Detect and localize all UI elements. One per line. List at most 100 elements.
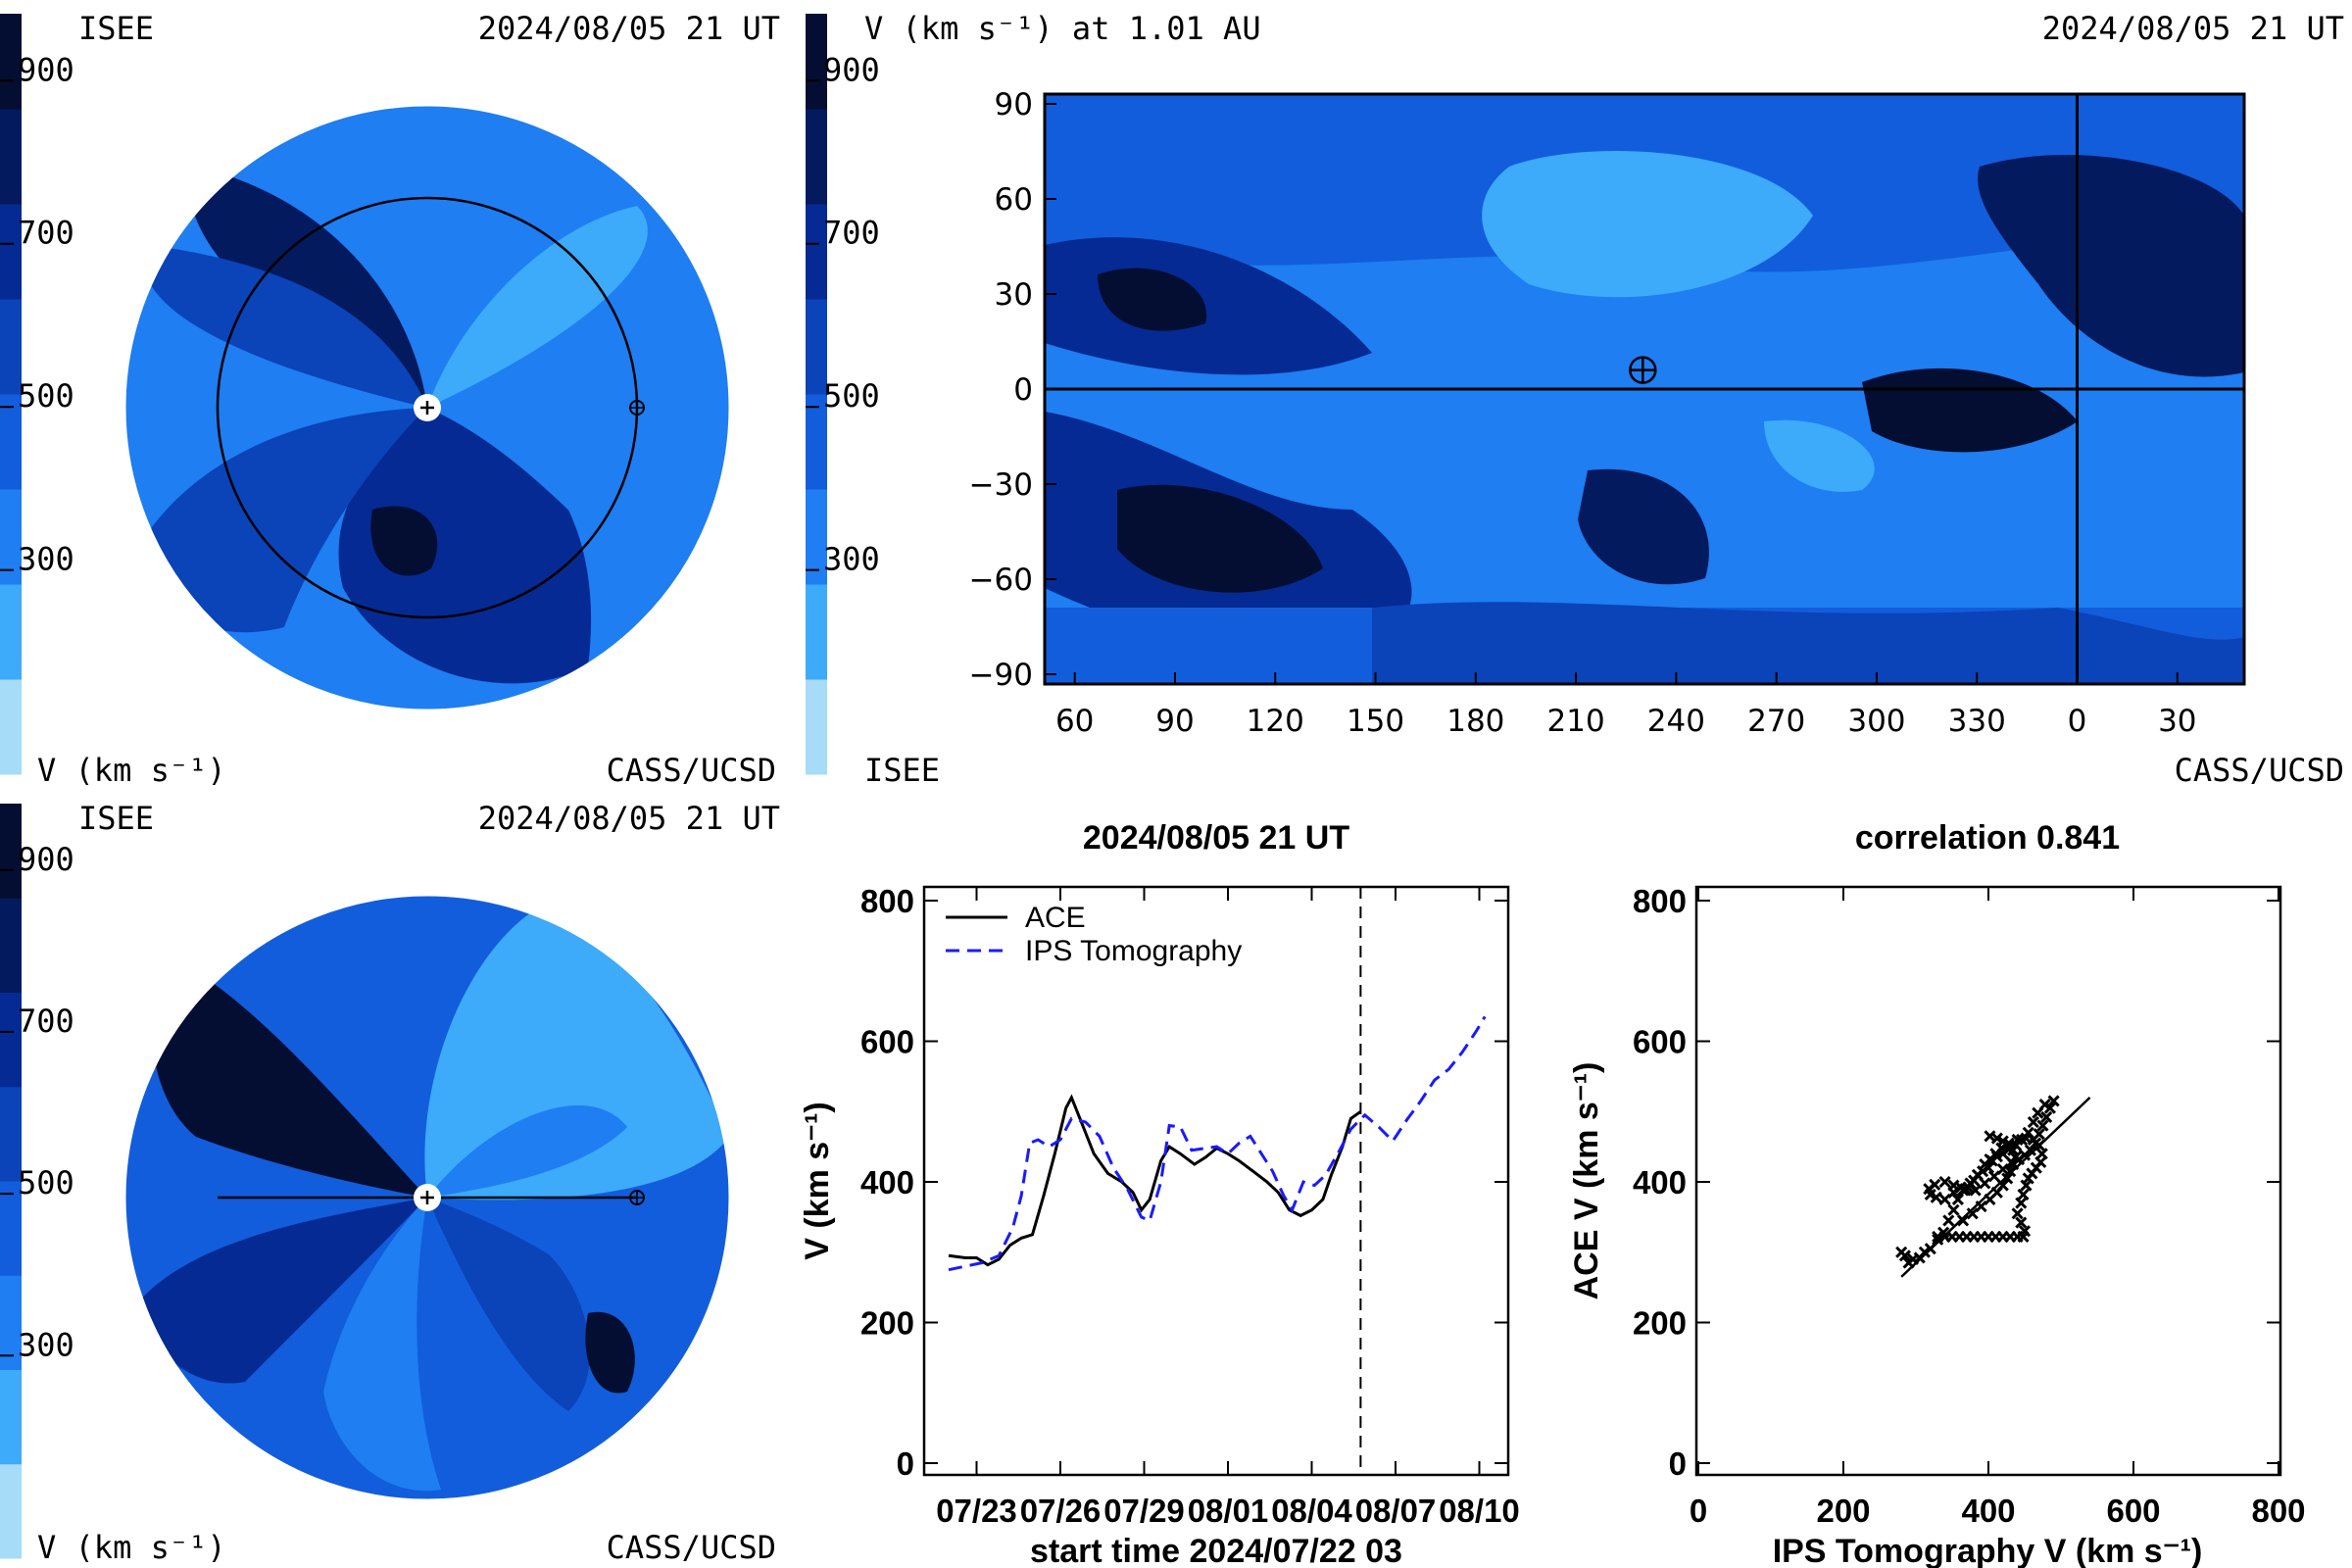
- map-y-tick-label: −60: [969, 563, 1033, 598]
- colorbar-step: [806, 14, 827, 110]
- earth-symbol: [629, 1190, 645, 1205]
- colorbar-tick-label: 300: [18, 1326, 74, 1363]
- disk-outline: [124, 895, 730, 1500]
- colorbar-step: [0, 489, 22, 585]
- ts-y-tick-label: 200: [860, 1305, 914, 1342]
- colorbar-step: [0, 109, 22, 205]
- ts-x-tick-label: 07/29: [1103, 1493, 1185, 1529]
- map-y-tick-label: 30: [995, 277, 1033, 313]
- scatter-point: [2011, 1207, 2024, 1220]
- scatter-point: [1996, 1135, 2009, 1148]
- scatter-point: [1929, 1178, 1941, 1191]
- colorbar-step: [806, 299, 827, 395]
- sun-symbol: [414, 394, 441, 421]
- map-y-tick-label: 0: [1013, 372, 1033, 408]
- map-overlay: [1045, 94, 2244, 684]
- colorbar-step: [806, 679, 827, 775]
- scatter-point: [2027, 1115, 2039, 1129]
- unit-label-bottom-left: V (km s⁻¹): [37, 1529, 226, 1566]
- map-x-tick-label: 60: [1055, 704, 1094, 739]
- map-axis-ticks: 60 90 120 150 180 210 240 270 300 330 0 309060300−3…: [969, 87, 2197, 739]
- colorbar-tick-label: 700: [18, 215, 74, 252]
- scatter-point: [1898, 1250, 1911, 1262]
- colorbar-step: [806, 109, 827, 205]
- map-x-tick-label: 0: [2068, 704, 2087, 739]
- scatter-title: correlation 0.841: [1855, 819, 2120, 857]
- map-credit: CASS/UCSD: [2175, 752, 2344, 789]
- sc-y-tick-label: 800: [1633, 883, 1687, 919]
- scatter-point: [1957, 1214, 1970, 1227]
- scatter-point: [2011, 1133, 2024, 1147]
- credit-top-left: CASS/UCSD: [607, 752, 776, 789]
- colorbar-step: [0, 804, 22, 899]
- scatter-point: [2036, 1119, 2049, 1132]
- unit-label-top-left: V (km s⁻¹): [37, 752, 226, 789]
- scatter-point: [2015, 1216, 2028, 1229]
- mid-lobe-north: [427, 1105, 627, 1198]
- sc-y-tick-label: 600: [1633, 1024, 1687, 1060]
- colorbar-top-right: 900 700 500 300: [806, 14, 880, 775]
- colorbar-step: [0, 204, 22, 300]
- ts-y-tick-label: 0: [897, 1446, 914, 1482]
- scatter-point: [1959, 1184, 1972, 1197]
- colorbar-tick-label: 300: [823, 541, 880, 578]
- scatter-point: [1932, 1230, 1944, 1244]
- colorbar-step: [0, 1181, 22, 1276]
- spiral-arm-mid-west: [137, 408, 427, 633]
- credit-bottom-left: CASS/UCSD: [607, 1529, 776, 1566]
- map-x-tick-label: 210: [1547, 704, 1605, 739]
- map-y-tick-label: 60: [995, 182, 1033, 218]
- scatter-point: [2020, 1179, 2033, 1192]
- colorbar-tick-label: 500: [18, 1164, 74, 1201]
- ts-y-tick-label: 600: [860, 1024, 914, 1060]
- map-org-label: ISEE: [864, 752, 940, 789]
- timestamp-bottom-left: 2024/08/05 21 UT: [478, 800, 780, 837]
- fast-wind-ne: [1978, 155, 2244, 377]
- scatter-point: [2047, 1095, 2060, 1107]
- colorbar-step: [0, 1369, 22, 1465]
- map-x-tick-label: 270: [1747, 704, 1805, 739]
- scatter-point: [2004, 1165, 2017, 1178]
- colorbar-tick-label: 500: [823, 377, 880, 415]
- timeseries-title: 2024/08/05 21 UT: [1083, 819, 1349, 857]
- scatter-point: [1924, 1243, 1936, 1255]
- timeseries-legend: ACE IPS Tomography: [946, 902, 1242, 967]
- map-x-tick-label: 300: [1847, 704, 1905, 739]
- sc-x-tick-label: 600: [2106, 1493, 2160, 1529]
- map-x-tick-label: 150: [1347, 704, 1404, 739]
- map-title: V (km s⁻¹) at 1.01 AU: [864, 10, 1261, 47]
- fast-core-sw: [1117, 484, 1323, 593]
- colorbar-step: [0, 299, 22, 395]
- ts-x-tick-label: 08/07: [1355, 1493, 1437, 1529]
- map-x-tick-label: 330: [1948, 704, 2006, 739]
- colorbar-step: [0, 898, 22, 993]
- scatter-xlabel: IPS Tomography V (km s⁻¹): [1773, 1533, 2203, 1568]
- slow-lobe-south: [323, 1198, 441, 1492]
- colorbar-step: [0, 1275, 22, 1370]
- colorbar-bottom-left: 900 700 500 300: [0, 804, 74, 1559]
- colorbar-step: [0, 14, 22, 110]
- earth-symbol: [629, 400, 645, 416]
- scatter-point: [1938, 1193, 1951, 1206]
- colorbar-step: [0, 1463, 22, 1559]
- mid-lobe-south: [427, 1198, 590, 1411]
- colorbar-step: [0, 394, 22, 490]
- colorbar-step: [806, 584, 827, 680]
- colorbar-tick-label: 500: [18, 377, 74, 415]
- scatter-point: [1951, 1193, 1964, 1206]
- sc-x-tick-label: 400: [1961, 1493, 2015, 1529]
- scatter-point: [1947, 1203, 1960, 1216]
- series-line-ace: [948, 1094, 1362, 1267]
- colorbar-step: [806, 394, 827, 490]
- colorbar-top-left: 900 700 500 300: [0, 14, 74, 775]
- slow-wind-south: [1764, 419, 1875, 492]
- fast-wind-streamer-nw: [152, 960, 427, 1198]
- fast-wind-core: [370, 506, 438, 576]
- scatter-point: [1918, 1246, 1931, 1258]
- org-label-top-left: ISEE: [78, 10, 154, 47]
- colorbar-tick-label: 300: [18, 541, 74, 578]
- legend-ace-label: ACE: [1025, 902, 1086, 934]
- colorbar-tick-label: 900: [18, 841, 74, 878]
- timeseries-frame: [922, 885, 1510, 1477]
- slow-wind-lobe-north: [424, 902, 729, 1200]
